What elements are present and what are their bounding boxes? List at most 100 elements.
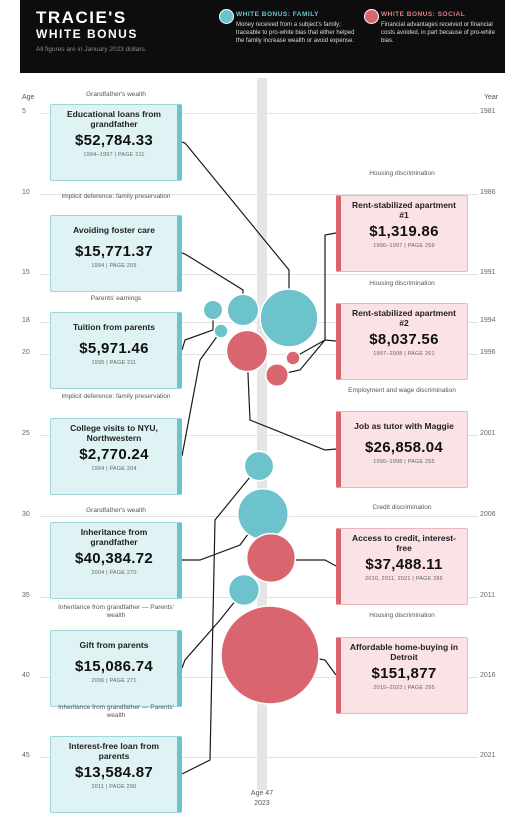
year-tick-label: 2006 [480,511,496,518]
final-year-label: 2023 [254,800,270,807]
card-label: Rent-stabilized apartment #2 [352,308,456,328]
connector-line [246,350,337,451]
year-tick-label: 2021 [480,752,496,759]
card-source: 1994 | PAGE 204 [91,466,137,472]
bonus-card: Inheritance from grandfather $40,384.72 20… [50,522,182,599]
card-label: Inheritance from grandfather [80,527,148,547]
year-tick-label: 1991 [480,269,496,276]
card-label: College visits to NYU, Northwestern [70,423,158,443]
category-label: Parents' earnings [90,295,142,302]
category-label: Grandfather's wealth [86,91,146,98]
card-label: Access to credit, interest-free [352,533,456,553]
final-age-label: Age 47 [250,790,274,797]
card-label: Affordable home-buying in Detroit [349,642,459,662]
category-label: Inheritance from grandfather — Parents' … [58,704,174,719]
card-source: 1995 | PAGE 211 [91,360,137,366]
year-tick-label: 1981 [480,108,496,115]
card-amount: $26,858.04 [364,439,444,456]
legend-family-title: WHITE BONUS: FAMILY [236,11,319,18]
category-label: Inheritance from grandfather — Parents' … [58,604,174,619]
year-tick-label: 2001 [480,430,496,437]
bubble-family [202,299,224,321]
connector-line [181,330,222,457]
age-tick-label: 10 [22,189,30,196]
card-source: 1994–1997 | PAGE 211 [83,152,145,158]
age-tick-label: 5 [22,108,26,115]
bubble-family [243,450,275,482]
card-label: Educational loans from grandfather [67,109,161,129]
age-axis-label: Age [22,94,35,101]
legend-family-swatch [219,9,234,24]
legend-social-title: WHITE BONUS: SOCIAL [381,11,466,18]
bubble-social [220,605,320,705]
category-label: Grandfather's wealth [86,507,146,514]
card-source: 1995–1998 | PAGE 255 [373,459,435,465]
bonus-card: Interest-free loan from parents $13,584.8… [50,736,182,813]
card-source: 2010, 2011, 2021 | PAGE 286 [365,576,443,582]
page-subtitle: WHITE BONUS [36,27,138,41]
bonus-card: Affordable home-buying in Detroit $151,87… [336,637,468,714]
card-amount: $37,488.11 [365,556,443,573]
bonus-card: Rent-stabilized apartment #1 $1,319.86 199… [336,195,468,272]
legend-family-text: Money received from a subject's family; … [236,22,355,44]
bubble-family [226,293,260,327]
age-tick-label: 15 [22,269,30,276]
page-title: TRACIE'S [36,8,127,27]
category-label: Implicit deference: family preservation [61,393,171,400]
timeline-spine [257,78,267,790]
age-tick-label: 45 [22,752,30,759]
connector-line [292,232,337,359]
bonus-card: Rent-stabilized apartment #2 $8,037.56 199… [336,303,468,380]
header-banner: TRACIE'S WHITE BONUS All figures are in … [20,0,505,73]
bonus-card: Gift from parents $15,086.74 2006 | PAGE 2… [50,630,182,707]
card-amount: $15,086.74 [74,658,154,675]
card-amount: $52,784.33 [74,132,154,149]
bonus-card: Avoiding foster care $15,771.37 1994 | PAG… [50,215,182,292]
card-source: 1997–2008 | PAGE 261 [373,351,435,357]
bonus-card: Educational loans from grandfather $52,78… [50,104,182,181]
card-source: 2004 | PAGE 270 [91,570,137,576]
category-label: Housing discrimination [369,170,435,177]
bonus-card: Access to credit, interest-free $37,488.1… [336,528,468,605]
year-tick-label: 1986 [480,189,496,196]
card-amount: $2,770.24 [79,446,149,463]
card-source: 2006 | PAGE 271 [91,678,137,684]
bonus-card: College visits to NYU, Northwestern $2,77… [50,418,182,495]
legend-social-text: Financial advantages received or financi… [381,22,496,44]
age-tick-label: 35 [22,592,30,599]
card-amount: $8,037.56 [369,331,439,348]
age-tick-label: 40 [22,672,30,679]
card-label: Interest-free loan from parents [68,741,160,761]
connector-line [181,465,260,775]
card-label: Job as tutor with Maggie [354,421,454,432]
connector-line [181,141,290,318]
year-axis-label: Year [484,94,499,101]
bubble-social [225,329,269,373]
category-label: Housing discrimination [369,280,435,287]
card-amount: $15,771.37 [74,243,154,260]
bubble-social [285,350,301,366]
card-source: 2015–2023 | PAGE 295 [373,685,435,691]
card-amount: $5,971.46 [79,340,149,357]
year-tick-label: 1996 [480,349,496,356]
age-tick-label: 20 [22,349,30,356]
year-tick-label: 2016 [480,672,496,679]
card-label: Gift from parents [79,640,149,651]
card-amount: $1,319.86 [369,223,439,240]
age-tick-label: 18 [22,317,30,324]
year-tick-label: 2011 [480,592,496,599]
card-source: 1994 | PAGE 209 [91,263,137,269]
dollar-note: All figures are in January 2023 dollars. [36,46,147,53]
age-tick-label: 25 [22,430,30,437]
card-source: 2011 | PAGE 290 [91,784,137,790]
bubble-social [245,532,297,584]
connector-line [181,589,245,669]
category-label: Implicit deference: family preservation [61,193,171,200]
bubble-family [227,573,261,607]
bubble-family [236,487,290,541]
bonus-card: Job as tutor with Maggie $26,858.04 1995–1… [336,411,468,488]
age-tick-label: 30 [22,511,30,518]
legend-social-swatch [364,9,379,24]
category-label: Credit discrimination [372,504,432,511]
